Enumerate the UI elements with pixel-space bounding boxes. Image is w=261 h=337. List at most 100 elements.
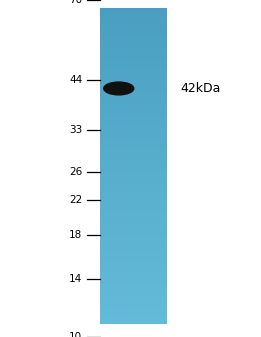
Bar (100, 84, 167, 85)
Bar (100, 98, 167, 99)
Bar (100, 255, 167, 256)
Bar (100, 263, 167, 264)
Bar (100, 252, 167, 253)
Bar (100, 208, 167, 209)
Bar (100, 277, 167, 278)
Bar (100, 96, 167, 97)
Bar (100, 56, 167, 57)
Bar (100, 242, 167, 243)
Bar (100, 124, 167, 125)
Bar (100, 15, 167, 16)
Bar (100, 193, 167, 194)
Bar (100, 250, 167, 251)
Bar (100, 26, 167, 27)
Bar (100, 61, 167, 62)
Bar (100, 129, 167, 130)
Bar (100, 225, 167, 226)
Bar (100, 33, 167, 34)
Bar (100, 63, 167, 64)
Bar (100, 269, 167, 270)
Bar (100, 176, 167, 177)
Bar (100, 60, 167, 61)
Bar (100, 92, 167, 93)
Bar (100, 72, 167, 73)
Bar (100, 95, 167, 96)
Bar (100, 28, 167, 29)
Bar (100, 276, 167, 277)
Bar (100, 160, 167, 161)
Bar (100, 29, 167, 30)
Bar (100, 291, 167, 292)
Bar (100, 103, 167, 104)
Bar (100, 240, 167, 241)
Text: 44: 44 (69, 75, 82, 85)
Bar (100, 59, 167, 60)
Bar (100, 66, 167, 67)
Bar (100, 150, 167, 151)
Bar (100, 229, 167, 230)
Bar (100, 279, 167, 280)
Bar (100, 253, 167, 254)
Bar (100, 114, 167, 115)
Bar (100, 163, 167, 164)
Bar (100, 16, 167, 17)
Bar (100, 206, 167, 207)
Bar (100, 126, 167, 127)
Bar (100, 134, 167, 135)
Bar (100, 321, 167, 323)
Bar (100, 267, 167, 268)
Bar (100, 204, 167, 205)
Bar (100, 68, 167, 69)
Bar (100, 275, 167, 276)
Bar (100, 262, 167, 263)
Bar (100, 83, 167, 84)
Bar (100, 319, 167, 320)
Bar (100, 305, 167, 306)
Bar (100, 173, 167, 174)
Bar (100, 141, 167, 142)
Bar (100, 187, 167, 188)
Bar (100, 25, 167, 26)
Bar (100, 217, 167, 218)
Bar (100, 310, 167, 311)
Bar (100, 113, 167, 114)
Bar (100, 130, 167, 131)
Bar (100, 215, 167, 216)
Bar (100, 210, 167, 211)
Bar (100, 190, 167, 191)
Bar (100, 294, 167, 295)
Bar (100, 315, 167, 316)
Bar (100, 280, 167, 281)
Bar (100, 256, 167, 257)
Bar (100, 73, 167, 74)
Bar (100, 221, 167, 222)
Bar (100, 300, 167, 302)
Bar (100, 121, 167, 122)
Bar (100, 308, 167, 309)
Bar (100, 125, 167, 126)
Bar (100, 144, 167, 145)
Bar (100, 145, 167, 146)
Bar (100, 298, 167, 299)
Bar (100, 268, 167, 269)
Bar (100, 168, 167, 169)
Bar (100, 10, 167, 11)
Bar (100, 297, 167, 298)
Bar (100, 99, 167, 100)
Text: 70: 70 (69, 0, 82, 5)
Text: 14: 14 (69, 274, 82, 284)
Bar (100, 46, 167, 47)
Text: 22: 22 (69, 195, 82, 206)
Bar (100, 151, 167, 152)
Bar (100, 162, 167, 163)
Bar (100, 289, 167, 290)
Bar (100, 258, 167, 259)
Bar (100, 184, 167, 185)
Bar (100, 189, 167, 190)
Bar (100, 271, 167, 272)
Bar (100, 226, 167, 227)
Bar (100, 181, 167, 182)
Bar (100, 107, 167, 108)
Bar (100, 118, 167, 119)
Bar (100, 36, 167, 37)
